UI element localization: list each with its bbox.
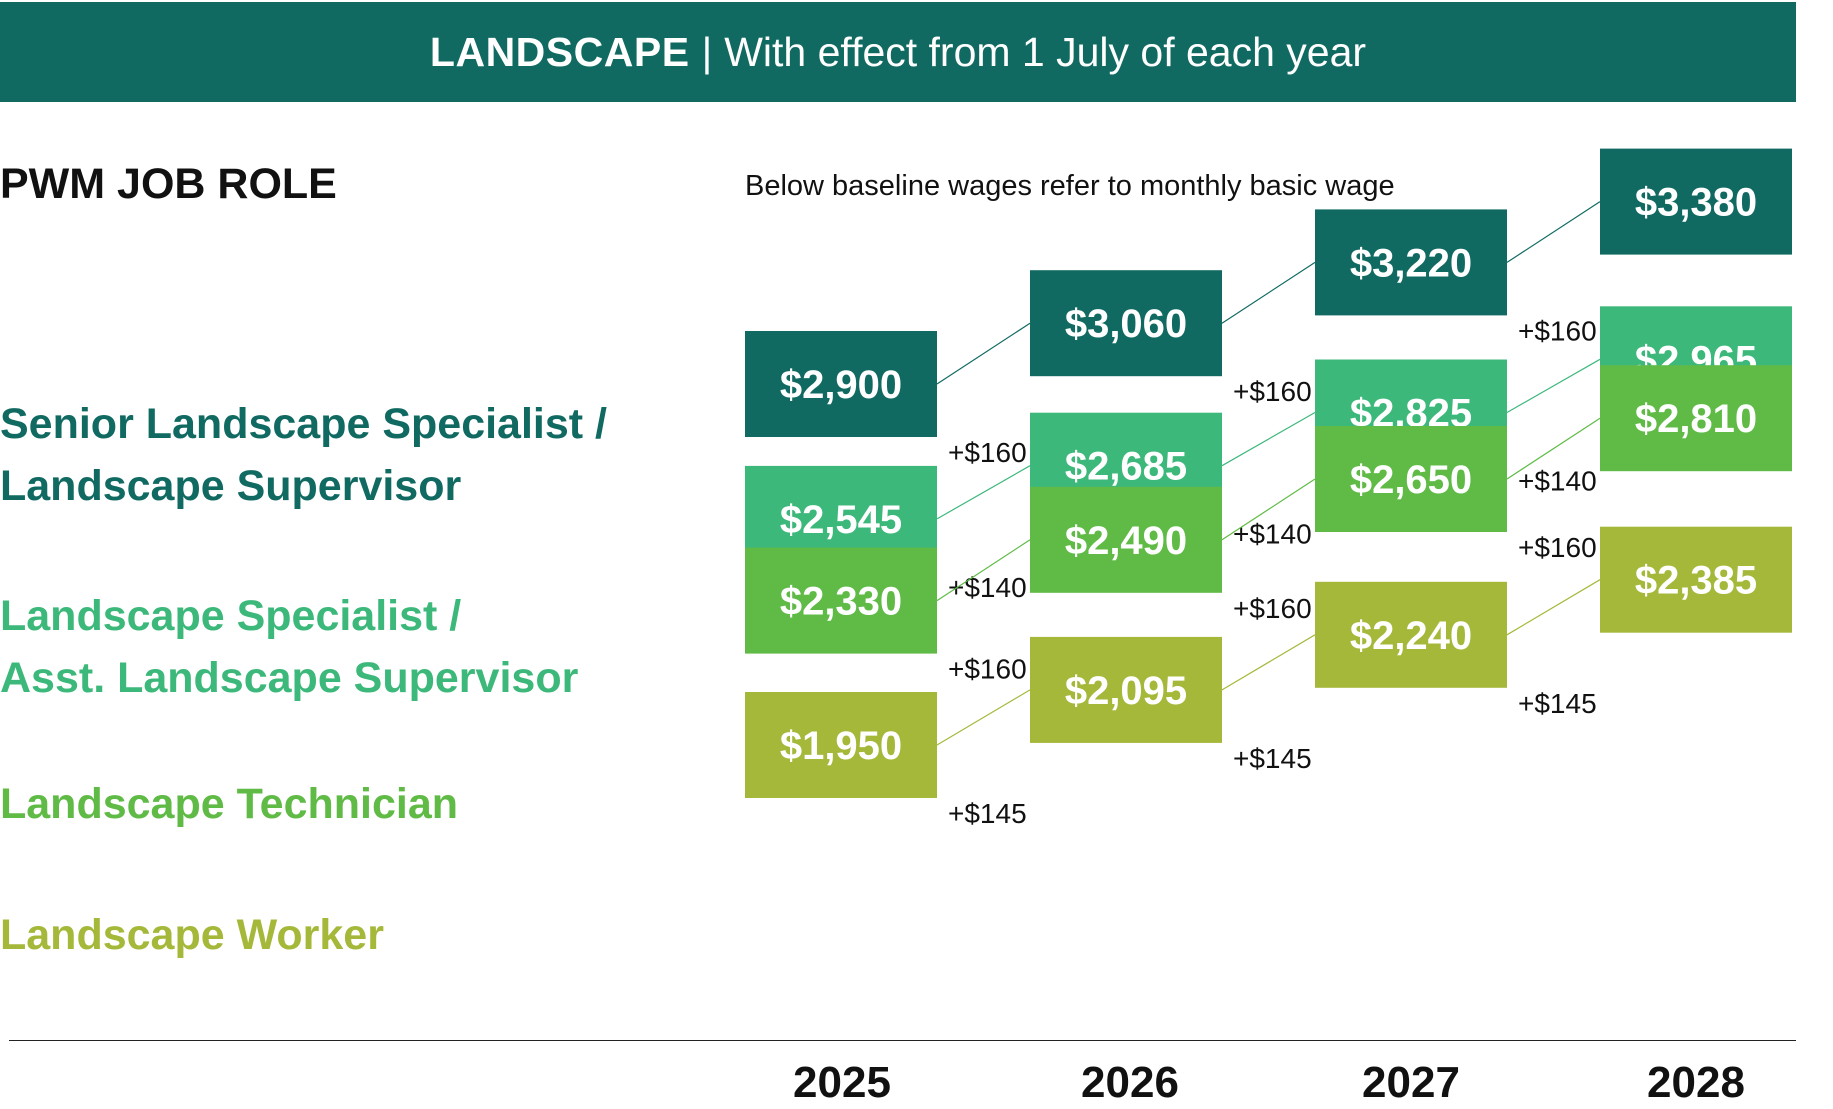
connector-worker-1	[1221, 634, 1316, 691]
connector-technician-1	[1221, 478, 1316, 541]
connector-specialist-2	[1506, 358, 1601, 414]
increment-label-senior-2: +$160	[1518, 315, 1597, 346]
year-label-2025: 2025	[793, 1058, 891, 1107]
increment-label-specialist-2: +$140	[1518, 466, 1597, 497]
wage-label-worker-2028: $2,385	[1635, 559, 1757, 603]
connector-worker-2	[1506, 579, 1601, 636]
wage-note: Below baseline wages refer to monthly ba…	[745, 170, 1395, 202]
wage-label-specialist-2025: $2,545	[780, 498, 902, 542]
wage-box-worker-2028	[1600, 526, 1792, 633]
increment-label-technician-0: +$160	[948, 654, 1027, 685]
increment-label-worker-1: +$145	[1233, 743, 1312, 774]
wage-box-technician-2027	[1315, 426, 1507, 532]
increment-label-senior-0: +$160	[948, 437, 1027, 468]
wage-box-technician-2028	[1600, 365, 1792, 472]
wage-box-senior-2025	[745, 331, 937, 437]
role-label-line: Asst. Landscape Supervisor	[0, 654, 579, 702]
wage-label-specialist-2026: $2,685	[1065, 445, 1187, 489]
role-label-worker: Landscape Worker	[0, 904, 384, 966]
connector-worker-0	[936, 689, 1031, 746]
wage-label-worker-2025: $1,950	[780, 724, 902, 768]
wage-label-worker-2026: $2,095	[1065, 669, 1187, 713]
role-label-line: Senior Landscape Specialist /	[0, 400, 607, 448]
wage-label-technician-2028: $2,810	[1635, 397, 1757, 441]
increment-label-technician-1: +$160	[1233, 593, 1312, 624]
wage-box-technician-2026	[1030, 486, 1222, 593]
wage-box-worker-2027	[1315, 581, 1507, 688]
year-label-2026: 2026	[1081, 1058, 1179, 1107]
connector-senior-0	[936, 322, 1031, 385]
role-heading: PWM JOB ROLE	[0, 160, 337, 208]
banner-title: LANDSCAPE	[429, 28, 690, 75]
wage-label-senior-2028: $3,380	[1635, 181, 1757, 225]
banner-separator: |	[701, 28, 713, 75]
role-label-line: Landscape Specialist /	[0, 592, 462, 640]
increment-label-specialist-1: +$140	[1233, 519, 1312, 550]
wage-label-senior-2026: $3,060	[1065, 302, 1187, 346]
increment-label-worker-2: +$145	[1518, 688, 1597, 719]
connector-specialist-1	[1221, 411, 1316, 467]
connector-technician-0	[936, 539, 1031, 602]
role-label-technician: Landscape Technician	[0, 773, 458, 835]
year-label-2028: 2028	[1647, 1058, 1745, 1107]
increment-label-worker-0: +$145	[948, 798, 1027, 829]
wage-box-senior-2026	[1030, 270, 1222, 377]
role-label-specialist: Landscape Specialist / Asst. Landscape S…	[0, 585, 578, 709]
role-label-line: Landscape Technician	[0, 780, 459, 828]
increment-label-senior-1: +$160	[1233, 376, 1312, 407]
wage-label-worker-2027: $2,240	[1350, 614, 1472, 658]
connector-specialist-0	[936, 465, 1031, 520]
connector-senior-1	[1221, 261, 1316, 324]
wage-label-senior-2025: $2,900	[780, 363, 902, 407]
banner-subtitle: With effect from 1 July of each year	[724, 28, 1367, 75]
wage-label-technician-2027: $2,650	[1350, 458, 1472, 502]
header-banner: LANDSCAPE | With effect from 1 July of e…	[0, 2, 1796, 102]
wage-label-technician-2026: $2,490	[1065, 519, 1187, 563]
wage-box-worker-2025	[745, 692, 937, 798]
role-label-senior: Senior Landscape Specialist / Landscape …	[0, 393, 607, 517]
increment-label-specialist-0: +$140	[948, 572, 1027, 603]
role-label-line: Landscape Supervisor	[0, 462, 462, 510]
wage-box-technician-2025	[745, 547, 937, 654]
wage-label-senior-2027: $3,220	[1350, 241, 1472, 285]
connector-technician-2	[1506, 417, 1601, 480]
wage-box-senior-2028	[1600, 148, 1792, 255]
wage-box-worker-2026	[1030, 636, 1222, 743]
wage-label-technician-2025: $2,330	[780, 580, 902, 624]
baseline-axis	[9, 1040, 1796, 1041]
role-label-line: Landscape Worker	[0, 911, 384, 959]
year-label-2027: 2027	[1362, 1058, 1460, 1107]
wage-box-senior-2027	[1315, 209, 1507, 316]
connector-senior-2	[1506, 201, 1601, 263]
increment-label-technician-2: +$160	[1518, 532, 1597, 563]
